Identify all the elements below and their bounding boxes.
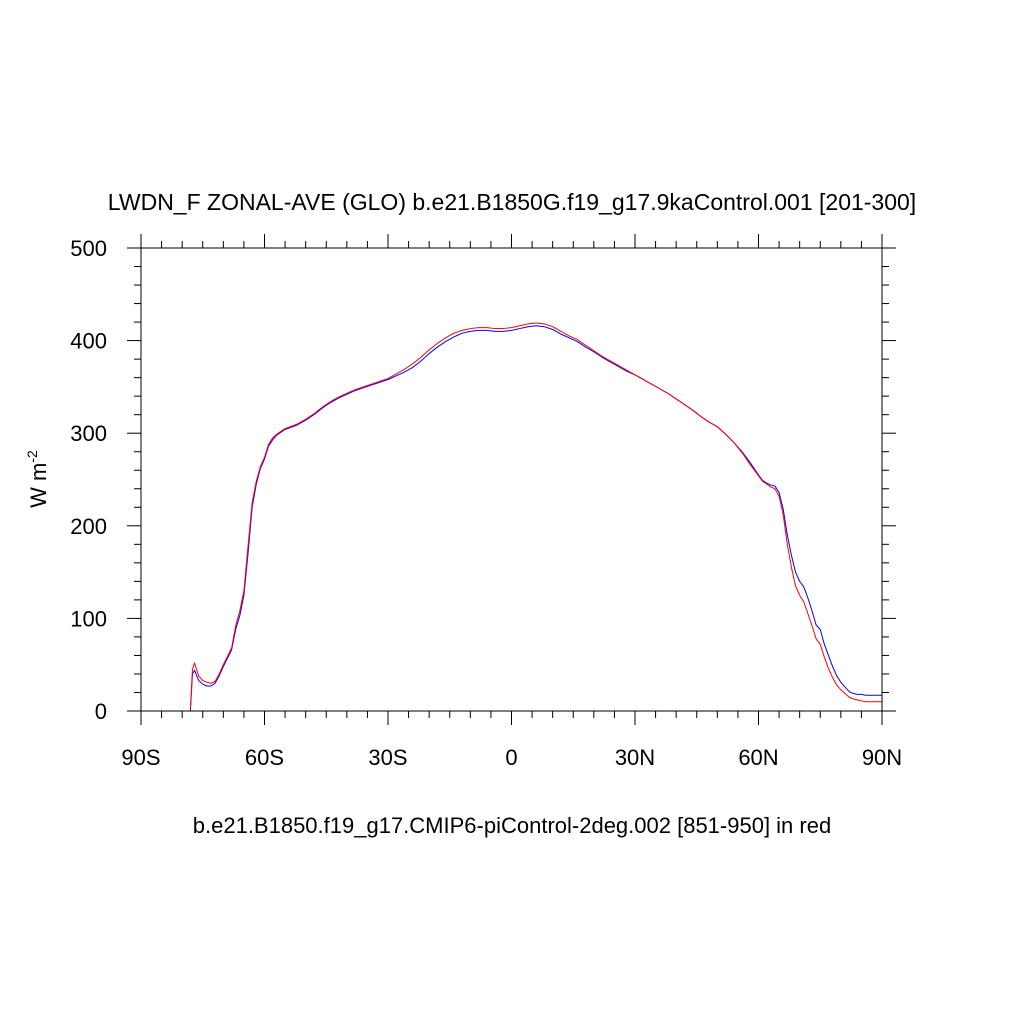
y-axis-label-base: W m — [26, 463, 51, 508]
y-tick-label: 400 — [70, 329, 107, 354]
x-tick-label: 90N — [862, 745, 902, 770]
plot-frame — [140, 247, 883, 712]
y-tick-label: 500 — [70, 236, 107, 261]
x-tick-label: 30N — [615, 745, 655, 770]
y-axis-label: W m-2 — [24, 450, 51, 508]
x-tick-label: 60N — [738, 745, 778, 770]
plot-area: 90S 60S 30S 0 30N 60N 90N 0 100 200 300 400 500 — [70, 234, 902, 770]
x-tick-label: 30S — [368, 745, 407, 770]
y-tick-label: 200 — [70, 514, 107, 539]
series-line-blue — [189, 325, 882, 712]
y-tick-label: 300 — [70, 421, 107, 446]
chart-caption: b.e21.B1850.f19_g17.CMIP6-piControl-2deg… — [193, 813, 831, 838]
x-tick-label: 90S — [121, 745, 160, 770]
x-tick-label: 0 — [505, 745, 517, 770]
y-tick-label: 100 — [70, 606, 107, 631]
y-tick-label: 0 — [95, 699, 107, 724]
series-line-red — [189, 322, 882, 709]
chart-title: LWDN_F ZONAL-AVE (GLO) b.e21.B1850G.f19_… — [108, 189, 916, 215]
x-tick-label: 60S — [245, 745, 284, 770]
y-axis-label-exponent: -2 — [24, 450, 40, 463]
